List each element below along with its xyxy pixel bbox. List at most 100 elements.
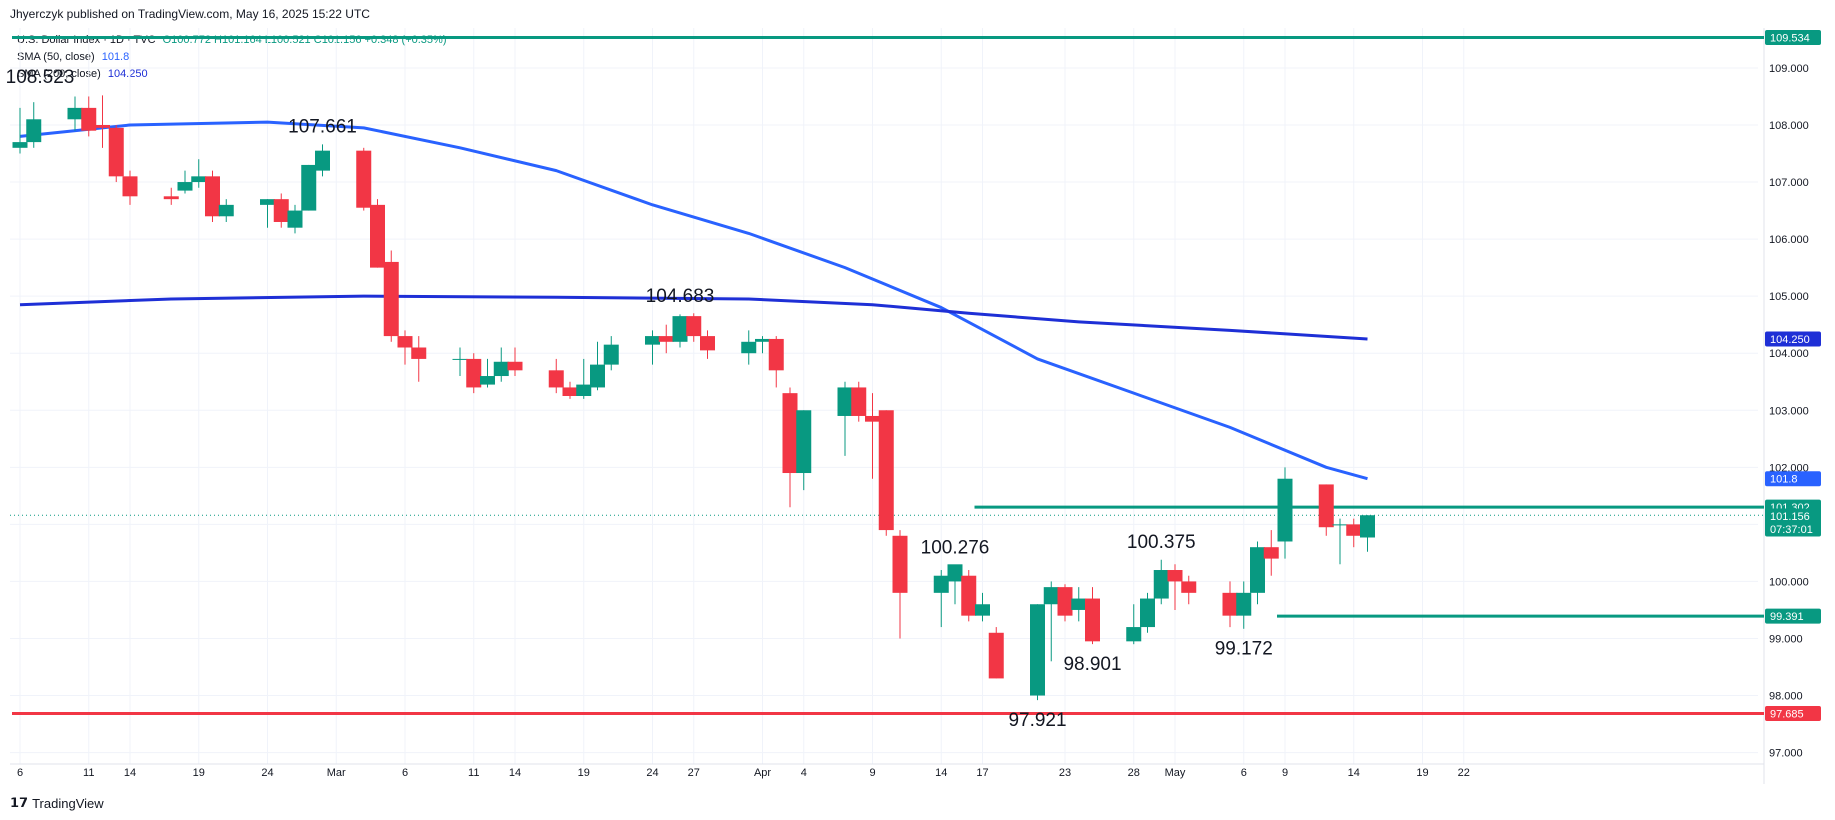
candle-body[interactable]	[1071, 598, 1087, 610]
price-tag-label: 97.685	[1770, 709, 1804, 721]
candle-body[interactable]	[95, 124, 110, 128]
candle-body[interactable]	[603, 344, 619, 365]
x-tick-label: 6	[402, 767, 408, 779]
candle-body[interactable]	[383, 261, 399, 337]
candle-body[interactable]	[961, 575, 977, 616]
candle-body[interactable]	[108, 127, 124, 177]
x-tick-label: 14	[935, 767, 947, 779]
candle-body[interactable]	[741, 341, 757, 354]
candle-body[interactable]	[26, 119, 42, 143]
x-tick-label: 28	[1128, 767, 1140, 779]
candle-body[interactable]	[1085, 598, 1100, 642]
candle-body[interactable]	[81, 107, 97, 131]
price-tag-label: 104.250	[1770, 334, 1810, 346]
candle-body[interactable]	[163, 196, 179, 200]
candle-body[interactable]	[1167, 570, 1183, 582]
candle-body[interactable]	[590, 364, 605, 388]
candle-body[interactable]	[1181, 581, 1197, 593]
candle-body[interactable]	[1043, 587, 1059, 605]
price-annotation: 104.683	[646, 286, 715, 307]
candle-body[interactable]	[1332, 524, 1348, 526]
candle-body[interactable]	[411, 347, 427, 359]
candle-body[interactable]	[480, 376, 495, 385]
candle-body[interactable]	[1030, 604, 1045, 696]
price-tag-label: 109.534	[1770, 32, 1810, 44]
candle-body[interactable]	[686, 316, 702, 337]
x-tick-label: 19	[1416, 767, 1428, 779]
candle-body[interactable]	[122, 176, 138, 197]
candle-body[interactable]	[562, 387, 578, 396]
y-tick-label: 104.000	[1769, 348, 1809, 360]
candle-body[interactable]	[1236, 592, 1252, 616]
price-annotation: 98.901	[1063, 654, 1121, 675]
candle-body[interactable]	[796, 410, 812, 474]
candle-body[interactable]	[576, 384, 592, 396]
x-tick-label: 22	[1458, 767, 1470, 779]
candle-body[interactable]	[1263, 547, 1279, 559]
candle-body[interactable]	[658, 336, 674, 342]
candle-body[interactable]	[672, 316, 688, 342]
sma200-line[interactable]	[19, 294, 1368, 341]
x-tick-label: 19	[193, 767, 205, 779]
price-tag-label: 101.156	[1770, 511, 1810, 523]
candle-body[interactable]	[1346, 524, 1362, 536]
x-tick-label: 6	[17, 767, 23, 779]
sma200-legend[interactable]: SMA (200, close) 104.250	[17, 68, 148, 80]
y-tick-label: 100.000	[1769, 576, 1809, 588]
candle-body[interactable]	[191, 176, 207, 183]
candle-body[interactable]	[466, 358, 482, 388]
candle-body[interactable]	[1140, 598, 1155, 628]
candle-body[interactable]	[768, 338, 784, 371]
candle-body[interactable]	[452, 358, 468, 360]
candle-body[interactable]	[851, 387, 867, 416]
candle-body[interactable]	[315, 150, 330, 171]
price-chart[interactable]: 97.00098.00099.000100.000101.000102.0001…	[0, 0, 1835, 790]
sma50-line[interactable]	[19, 120, 1368, 481]
candle-body[interactable]	[755, 338, 770, 342]
sma50-label: SMA (50, close)	[17, 51, 95, 63]
candle-body[interactable]	[287, 210, 303, 228]
y-tick-label: 105.000	[1769, 291, 1809, 303]
candle-body[interactable]	[837, 387, 853, 416]
candle-body[interactable]	[370, 204, 385, 268]
candle-body[interactable]	[878, 410, 894, 531]
candle-body[interactable]	[782, 393, 798, 474]
candle-body[interactable]	[933, 575, 949, 593]
candle-body[interactable]	[507, 361, 523, 371]
sma50-value: 101.8	[101, 51, 130, 63]
candle-body[interactable]	[301, 164, 317, 211]
price-tag-label: 99.391	[1770, 611, 1804, 623]
candle-body[interactable]	[700, 336, 715, 351]
candle-body[interactable]	[67, 107, 83, 120]
candle-body[interactable]	[1277, 478, 1293, 542]
candle-body[interactable]	[493, 361, 509, 377]
candle-body[interactable]	[12, 142, 28, 148]
candle-body[interactable]	[1360, 515, 1375, 538]
candle-body[interactable]	[1222, 592, 1238, 616]
candle-body[interactable]	[947, 564, 963, 582]
sma50-legend[interactable]: SMA (50, close) 101.8	[17, 51, 129, 63]
candle-body[interactable]	[397, 336, 413, 348]
candle-body[interactable]	[273, 199, 289, 222]
candle-body[interactable]	[177, 182, 193, 191]
y-tick-label: 106.000	[1769, 234, 1809, 246]
candle-body[interactable]	[356, 150, 372, 208]
candle-body[interactable]	[260, 199, 275, 205]
candle-body[interactable]	[218, 204, 234, 217]
candle-body[interactable]	[1250, 547, 1265, 593]
candle-body[interactable]	[645, 336, 660, 345]
candle-body[interactable]	[1126, 627, 1142, 642]
candle-body[interactable]	[892, 535, 908, 593]
candle-body[interactable]	[205, 176, 220, 217]
price-tag-label: 101.8	[1770, 474, 1798, 486]
candle-body[interactable]	[865, 415, 880, 422]
candle-body[interactable]	[988, 632, 1004, 679]
candle-body[interactable]	[548, 370, 564, 388]
candle-body[interactable]	[1057, 587, 1073, 616]
price-tag	[1765, 29, 1821, 45]
publish-line: Jhyerczyk published on TradingView.com, …	[10, 7, 370, 21]
candle-body[interactable]	[1153, 570, 1169, 599]
candle-body[interactable]	[975, 604, 990, 616]
sma200-value: 104.250	[107, 68, 148, 80]
candle-body[interactable]	[1318, 484, 1334, 528]
